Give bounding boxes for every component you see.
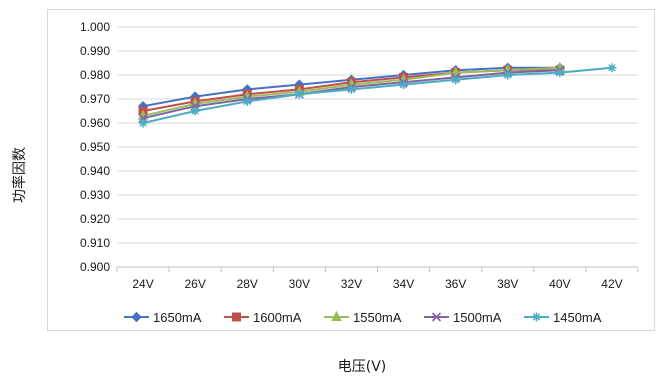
y-tick-label: 0.950 [80,140,110,154]
y-tick-label: 0.970 [80,92,110,106]
data-point-1450ma [451,75,461,85]
y-axis-label: 功率因数 [12,147,28,203]
x-tick-label: 34V [393,277,414,291]
y-tick-label: 0.920 [80,212,110,226]
y-tick-label: 0.980 [80,68,110,82]
x-tick-label: 28V [237,277,258,291]
y-tick-label: 0.930 [80,188,110,202]
chart-frame [47,9,655,331]
data-point-1450ma [138,118,148,128]
y-tick-label: 0.990 [80,44,110,58]
y-tick-label: 0.910 [80,236,110,250]
y-tick-label: 0.940 [80,164,110,178]
legend-marker-1500ma [431,312,442,322]
y-tick-label: 0.960 [80,116,110,130]
data-point-1450ma [607,63,617,73]
legend-label-1500ma: 1500mA [453,310,502,325]
legend-marker-1600ma [232,312,241,322]
legend-marker-1450ma [532,312,541,322]
x-tick-label: 38V [497,277,518,291]
x-tick-label: 26V [184,277,205,291]
legend-label-1650ma: 1650mA [153,310,202,325]
data-point-1450ma [399,80,409,90]
x-tick-label: 32V [341,277,362,291]
x-tick-label: 30V [289,277,310,291]
data-point-1450ma [294,89,304,99]
y-tick-label: 1.000 [80,20,110,34]
data-point-1450ma [555,68,565,78]
x-tick-label: 42V [601,277,622,291]
data-point-1450ma [503,70,513,80]
x-axis-label: 电压(V) [337,359,387,375]
x-tick-label: 36V [445,277,466,291]
data-point-1450ma [242,96,252,106]
legend-label-1450ma: 1450mA [553,310,602,325]
data-point-1450ma [346,84,356,94]
legend-label-1600ma: 1600mA [253,310,302,325]
x-tick-label: 24V [132,277,153,291]
y-tick-label: 0.900 [80,260,110,274]
series-line-1450ma [142,66,613,124]
legend-marker-1650ma [131,311,142,323]
data-point-1450ma [190,106,200,116]
x-tick-label: 40V [549,277,570,291]
legend-label-1550ma: 1550mA [353,310,402,325]
legend-marker-1550ma [331,310,342,321]
